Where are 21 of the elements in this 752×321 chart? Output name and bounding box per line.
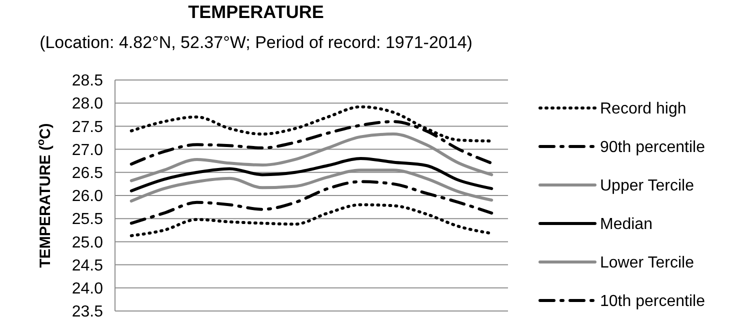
y-tick-label: 27.0 <box>72 142 104 159</box>
y-tick-label: 25.5 <box>72 211 104 228</box>
line-series <box>130 157 494 192</box>
y-tick-label: 25.0 <box>72 234 104 252</box>
y-tick-label: 28.5 <box>72 72 104 90</box>
y-tick-label: 24.0 <box>72 280 104 298</box>
y-tick-label: 28.0 <box>72 96 104 113</box>
y-tick-label: 26.0 <box>72 188 104 206</box>
line-series <box>130 180 494 225</box>
legend-label: Lower Tercile <box>600 254 694 272</box>
y-tick-label: 24.5 <box>72 257 104 274</box>
legend-label: Record high <box>600 100 686 118</box>
y-tick-label: 27.5 <box>72 118 104 136</box>
y-tick-label: 26.5 <box>72 165 104 182</box>
legend-label: 90th percentile <box>600 139 706 156</box>
y-tick-label: 23.5 <box>72 304 104 321</box>
legend-label: Upper Tercile <box>600 178 694 195</box>
legend-label: 10th percentile <box>600 293 706 310</box>
chart-subtitle: (Location: 4.82°N, 52.37°W; Period of record: 1971-2014) <box>40 33 472 52</box>
chart-title: TEMPERATURE <box>188 2 324 22</box>
legend-label: Median <box>600 216 652 234</box>
